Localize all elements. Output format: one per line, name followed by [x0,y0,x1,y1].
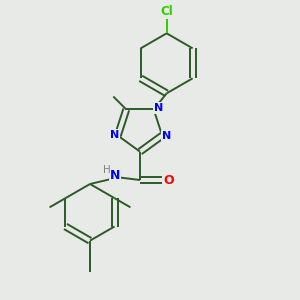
Text: N: N [162,130,172,140]
Text: N: N [110,169,120,182]
Text: N: N [110,130,119,140]
Text: O: O [164,173,174,187]
Text: Cl: Cl [160,5,173,18]
Text: N: N [154,103,163,113]
Text: H: H [103,165,110,175]
